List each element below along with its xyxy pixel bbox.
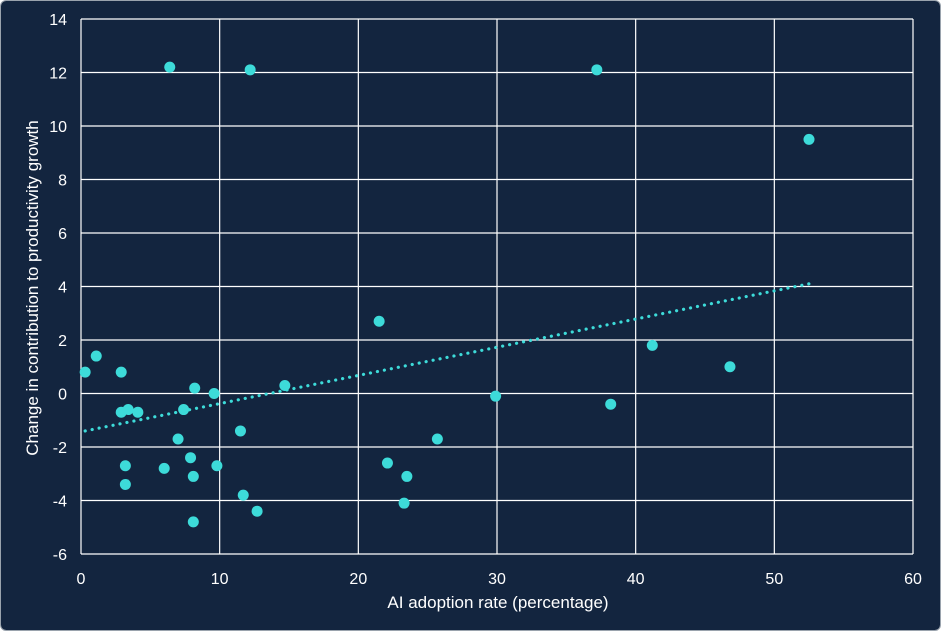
data-point (122, 404, 134, 416)
data-point (187, 470, 199, 482)
x-tick-label: 0 (77, 571, 86, 588)
x-tick-label: 20 (349, 571, 367, 588)
data-point (431, 433, 443, 445)
data-point (398, 497, 410, 509)
y-tick-label: 10 (49, 119, 67, 136)
data-point (119, 478, 131, 490)
data-point (164, 61, 176, 73)
y-tick-label: 6 (58, 226, 67, 243)
data-point (189, 382, 201, 394)
x-tick-label: 30 (488, 571, 506, 588)
data-point (605, 398, 617, 410)
x-tick-label: 60 (904, 571, 922, 588)
data-point (185, 452, 197, 464)
x-tick-label: 50 (765, 571, 783, 588)
y-tick-label: 2 (58, 333, 67, 350)
data-point (79, 366, 91, 378)
y-tick-label: 12 (49, 66, 67, 83)
y-tick-label: 4 (58, 280, 67, 297)
data-point (237, 489, 249, 501)
data-point (119, 460, 131, 472)
data-point (208, 388, 220, 399)
data-point (211, 460, 223, 472)
data-point (279, 379, 291, 391)
data-point (90, 350, 102, 362)
trendline (83, 282, 811, 433)
y-tick-label: -2 (53, 440, 67, 457)
data-point (115, 366, 127, 378)
data-point (646, 339, 658, 351)
x-axis-title: AI adoption rate (percentage) (387, 593, 608, 612)
y-tick-label: -4 (53, 494, 67, 511)
data-point (490, 390, 502, 402)
y-tick-label: 14 (49, 12, 67, 29)
x-tick-label: 40 (627, 571, 645, 588)
y-tick-label: -6 (53, 547, 67, 564)
data-point (724, 361, 736, 373)
data-point (172, 433, 184, 445)
data-point (187, 516, 199, 528)
y-axis-title: Change in contribution to productivity g… (23, 120, 42, 455)
data-point (132, 406, 144, 418)
trendline-group (83, 282, 811, 433)
data-point (234, 425, 246, 437)
data-point (158, 462, 170, 474)
x-axis-ticks: 0 10 20 30 40 50 60 (77, 571, 922, 588)
data-point (401, 470, 413, 482)
data-point (381, 457, 393, 469)
data-point (178, 404, 190, 416)
data-point (803, 133, 815, 145)
data-point (373, 315, 385, 327)
gridlines (80, 18, 914, 555)
y-tick-label: 0 (58, 387, 67, 404)
y-tick-label: 8 (58, 173, 67, 190)
x-tick-label: 10 (211, 571, 229, 588)
y-axis-ticks: -6 -4 -2 0 2 4 6 8 10 12 14 (49, 12, 67, 564)
data-point (591, 64, 603, 76)
data-points (79, 61, 815, 528)
data-point (251, 505, 263, 517)
data-point (244, 64, 256, 76)
